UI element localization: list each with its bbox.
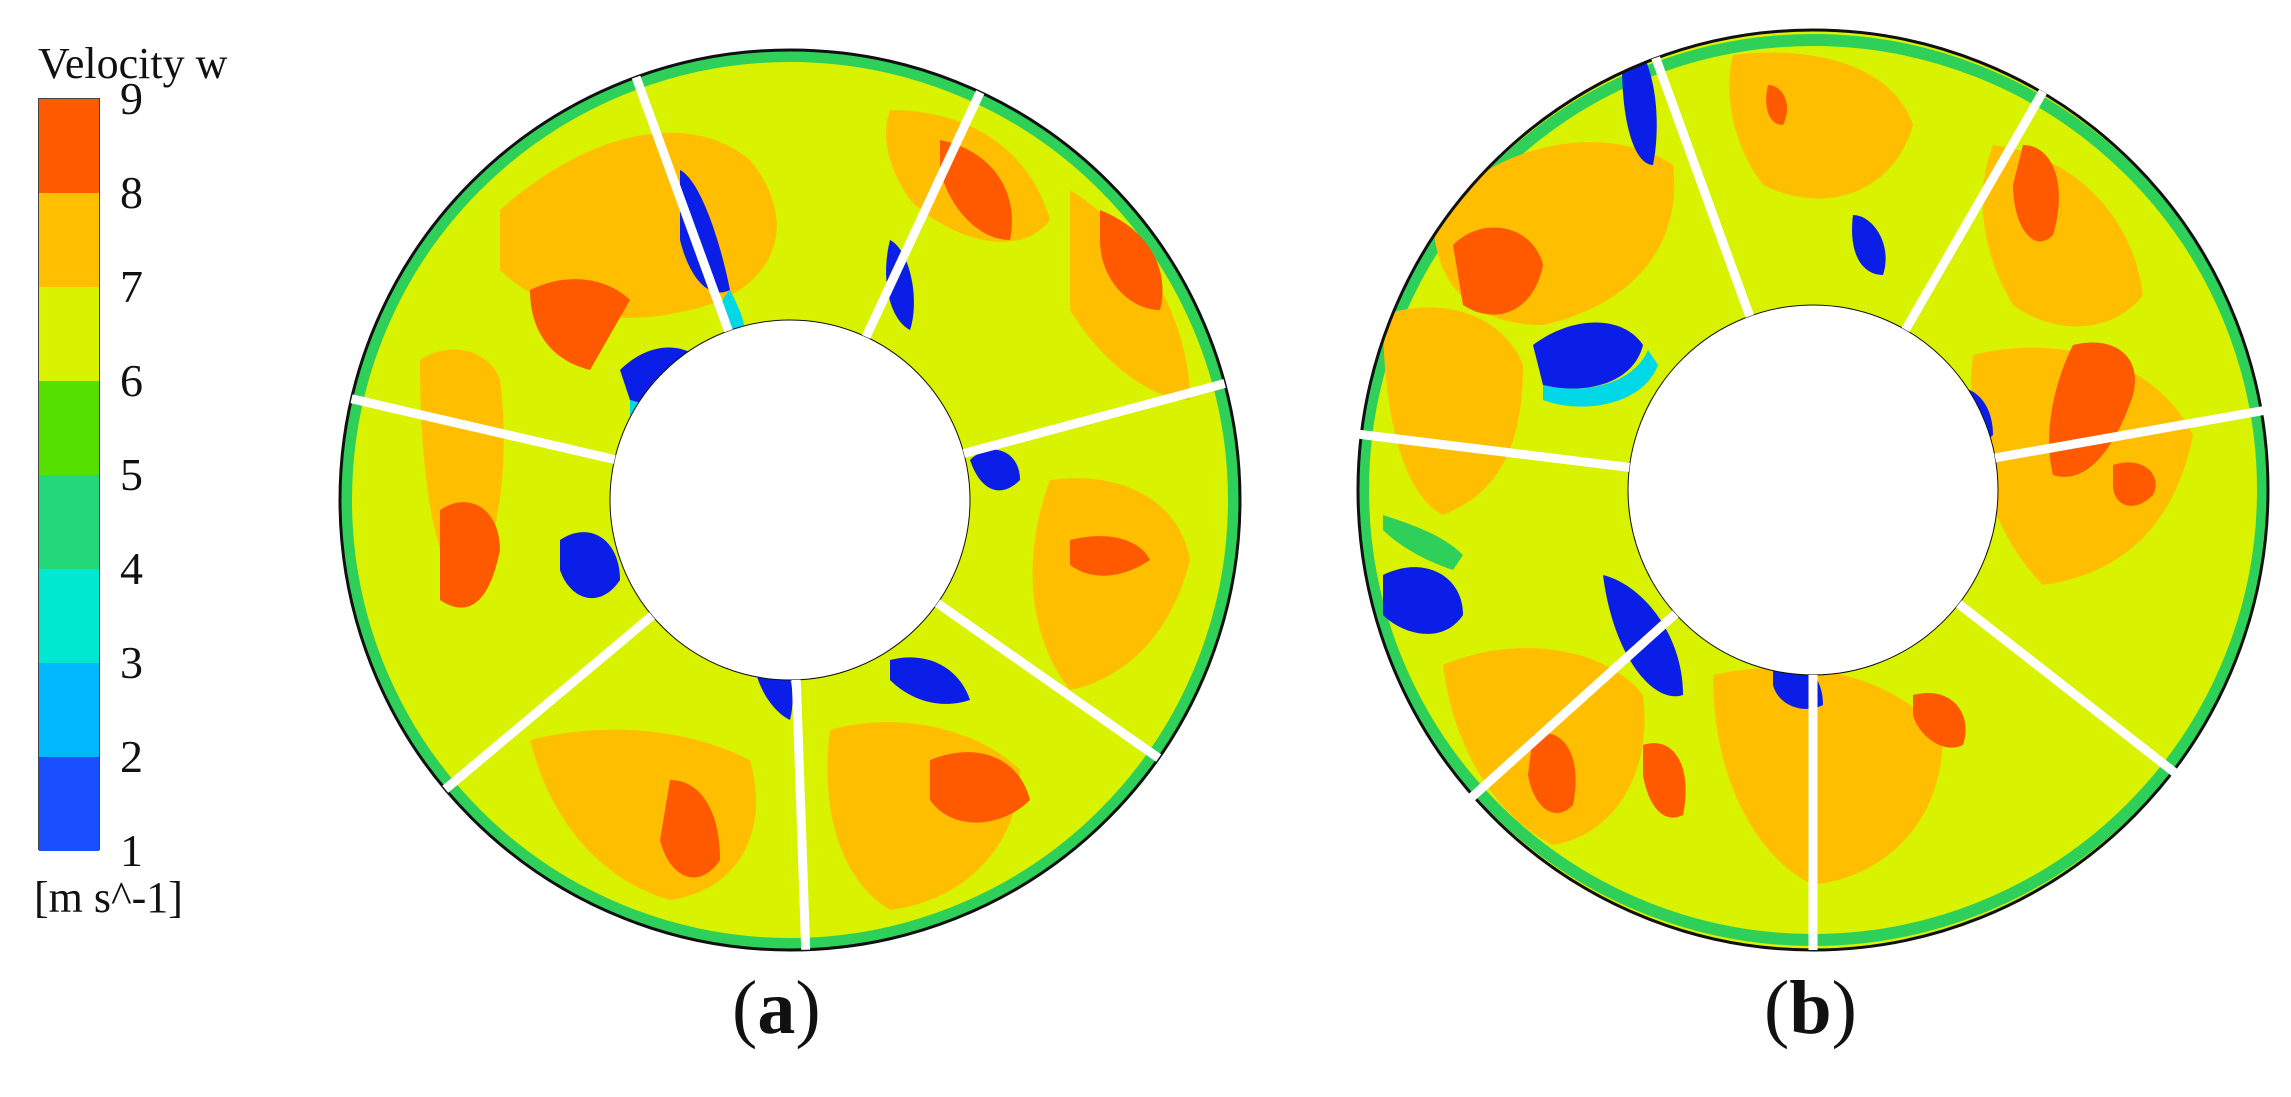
legend-title: Velocity w <box>38 39 228 88</box>
legend-tick-2: 2 <box>120 731 143 782</box>
legend-tick-5: 5 <box>120 449 143 500</box>
contour-plot-a <box>338 48 1242 952</box>
legend-unit: [m s^-1] <box>34 873 183 922</box>
legend-band-4-5 <box>39 475 99 569</box>
legend-band-3-4 <box>39 569 99 663</box>
contour-plot-b <box>1355 28 2270 952</box>
legend-tick-8: 8 <box>120 167 143 218</box>
legend-tick-3: 3 <box>120 637 143 688</box>
panel-caption-a: (a) <box>732 966 821 1050</box>
legend-tick-4: 4 <box>120 543 143 594</box>
blade-gaps-a <box>350 75 1226 950</box>
outer-boundary-a <box>338 48 1242 952</box>
legend-colorbar <box>38 98 100 851</box>
legend-band-2-3 <box>39 663 99 757</box>
legend-band-8-9 <box>39 99 99 193</box>
legend-band-7-8 <box>39 193 99 287</box>
blade-gaps-b <box>1355 56 2267 950</box>
legend-tick-6: 6 <box>120 355 143 406</box>
legend-band-5-6 <box>39 381 99 475</box>
hub-b <box>1627 304 1999 676</box>
legend-tick-1: 1 <box>120 825 143 876</box>
hub-a <box>609 319 971 681</box>
legend-band-1-2 <box>39 757 99 851</box>
legend-band-6-7 <box>39 287 99 381</box>
panel-caption-b: (b) <box>1764 966 1857 1050</box>
legend-tick-9: 9 <box>120 73 143 124</box>
legend-tick-7: 7 <box>120 261 143 312</box>
